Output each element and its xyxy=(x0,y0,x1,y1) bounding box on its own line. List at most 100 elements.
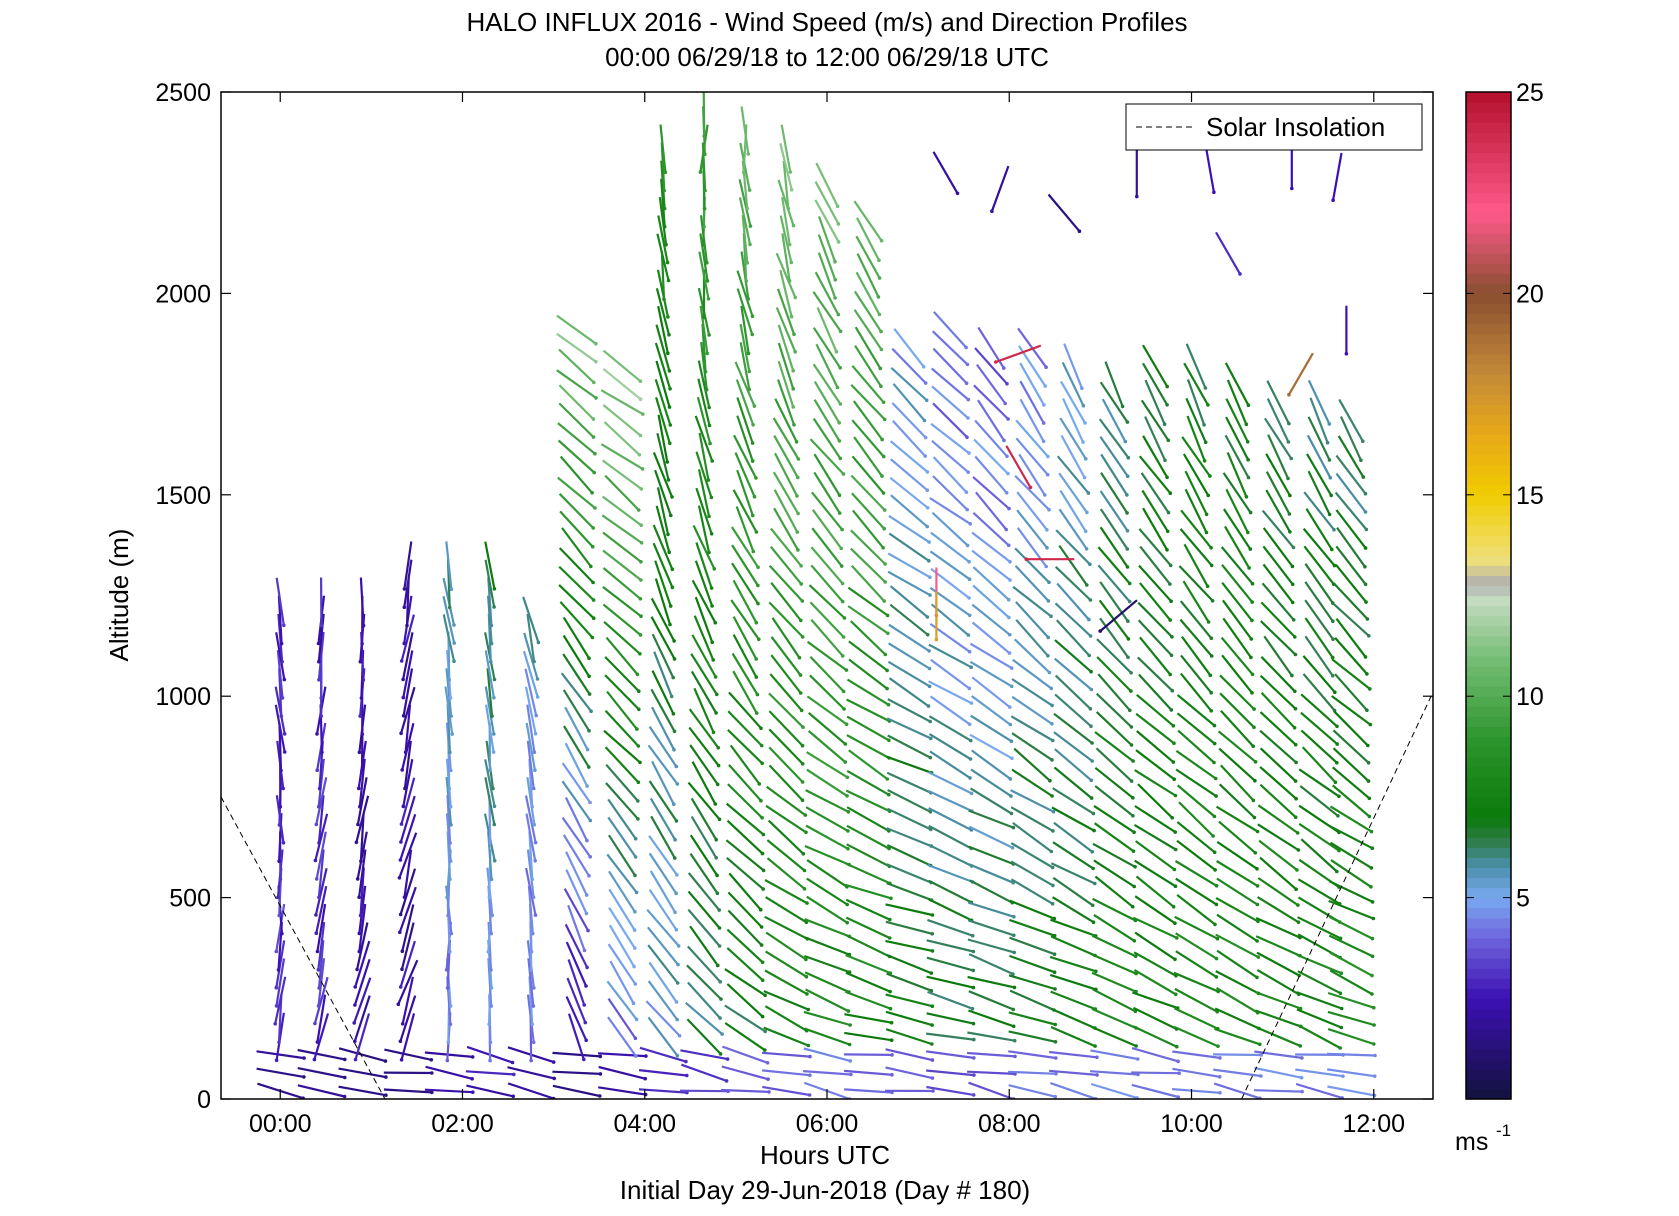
wind-arrow-head xyxy=(883,562,887,566)
x-tick-label: 04:00 xyxy=(613,1110,676,1138)
wind-arrow xyxy=(1225,398,1249,443)
wind-arrow xyxy=(1138,528,1172,567)
wind-arrow-head xyxy=(711,730,716,735)
colorbar-units-exponent: -1 xyxy=(1496,1121,1511,1140)
wind-arrow-head xyxy=(1363,546,1368,550)
wind-arrow-head xyxy=(446,1040,451,1045)
wind-arrow-head xyxy=(666,532,670,537)
wind-arrow xyxy=(466,1084,514,1098)
wind-arrow xyxy=(656,487,670,535)
wind-arrow xyxy=(1090,1070,1139,1076)
wind-arrow-head xyxy=(281,786,286,791)
wind-arrow xyxy=(562,634,591,677)
wind-arrow-head xyxy=(713,620,718,625)
wind-arrow-head xyxy=(535,695,540,699)
wind-arrow xyxy=(741,214,749,264)
wind-arrow-head xyxy=(312,1057,317,1062)
wind-arrow-head xyxy=(1252,707,1256,711)
wind-arrow xyxy=(927,918,974,937)
wind-arrow-head xyxy=(1051,809,1056,814)
wind-arrow-head xyxy=(763,1048,767,1052)
wind-arrow-head xyxy=(358,714,363,718)
wind-arrow-head xyxy=(398,858,403,862)
wind-arrow xyxy=(354,940,371,988)
wind-arrow-head xyxy=(638,433,643,438)
colorbar-segment xyxy=(1466,565,1511,576)
wind-arrow xyxy=(1219,692,1255,729)
wind-arrow xyxy=(926,1050,974,1059)
wind-arrow-head xyxy=(1370,936,1375,941)
wind-arrow-head xyxy=(1011,825,1016,830)
wind-arrow xyxy=(779,269,793,317)
wind-arrow xyxy=(804,936,850,956)
wind-arrow xyxy=(852,509,884,549)
wind-arrow-head xyxy=(1005,382,1009,386)
wind-arrow xyxy=(601,514,643,544)
wind-arrow-head xyxy=(1294,796,1298,801)
wind-arrow-head xyxy=(760,960,765,965)
wind-arrow xyxy=(765,950,807,978)
wind-arrow-head xyxy=(531,1040,536,1045)
wind-arrow xyxy=(1011,732,1053,761)
wind-arrow xyxy=(1215,933,1259,959)
wind-arrow-head xyxy=(671,712,676,716)
wind-arrow xyxy=(315,831,327,880)
wind-arrow-head xyxy=(530,1022,534,1027)
wind-arrow xyxy=(602,567,642,600)
wind-arrow-head xyxy=(490,714,494,718)
wind-arrow-head xyxy=(448,841,452,845)
wind-arrow-head xyxy=(1007,615,1011,620)
wind-arrow-head xyxy=(1051,829,1055,833)
wind-arrow xyxy=(1302,673,1336,712)
wind-arrow xyxy=(659,124,667,173)
wind-arrow xyxy=(1185,397,1207,443)
wind-arrow xyxy=(559,601,594,639)
wind-arrow xyxy=(972,566,1010,601)
wind-arrow-head xyxy=(885,686,889,691)
wind-arrow xyxy=(968,953,1014,976)
wind-arrow xyxy=(971,549,1011,581)
wind-arrow-head xyxy=(1208,673,1213,678)
wind-arrow-head xyxy=(972,1037,976,1042)
wind-arrow xyxy=(607,997,637,1039)
wind-arrow-head xyxy=(317,841,321,845)
wind-arrow xyxy=(1184,470,1208,515)
wind-arrow-head xyxy=(353,1003,357,1007)
wind-arrow xyxy=(1093,859,1135,888)
wind-arrow-head xyxy=(795,530,800,534)
wind-arrow-head xyxy=(675,981,680,985)
wind-arrow-head xyxy=(638,652,642,656)
wind-arrow-head xyxy=(1367,634,1371,638)
wind-arrow xyxy=(1262,563,1294,604)
wind-arrow-head xyxy=(273,1022,278,1026)
wind-arrow-head xyxy=(882,417,887,422)
wind-arrow-head xyxy=(532,822,537,827)
wind-arrow-head xyxy=(342,1094,347,1099)
wind-arrow xyxy=(399,868,417,915)
wind-arrow xyxy=(399,940,416,988)
wind-arrow-head xyxy=(1082,475,1087,480)
wind-arrow-head xyxy=(766,1077,770,1081)
wind-arrow xyxy=(887,552,931,579)
wind-arrow xyxy=(1058,544,1088,586)
wind-arrow-head xyxy=(585,965,589,970)
wind-arrow xyxy=(931,511,969,547)
wind-arrow-head xyxy=(634,1017,639,1022)
wind-arrow xyxy=(1176,712,1216,745)
wind-arrow xyxy=(338,1085,387,1097)
wind-arrow-head xyxy=(398,930,402,935)
wind-arrow-head xyxy=(1005,454,1009,459)
wind-arrow-head xyxy=(532,750,537,754)
wind-arrow-head xyxy=(1168,618,1172,622)
wind-arrow-head xyxy=(1012,915,1016,919)
wind-arrow xyxy=(764,969,808,995)
wind-arrow xyxy=(315,885,328,934)
wind-arrow-head xyxy=(492,677,497,682)
colorbar-segment xyxy=(1466,525,1511,536)
wind-arrow xyxy=(967,938,1015,954)
wind-arrow-head xyxy=(1370,954,1375,959)
wind-arrow-head xyxy=(590,491,594,495)
wind-arrow xyxy=(1296,953,1342,975)
wind-arrow xyxy=(638,1088,687,1094)
wind-arrow-head xyxy=(717,817,722,822)
